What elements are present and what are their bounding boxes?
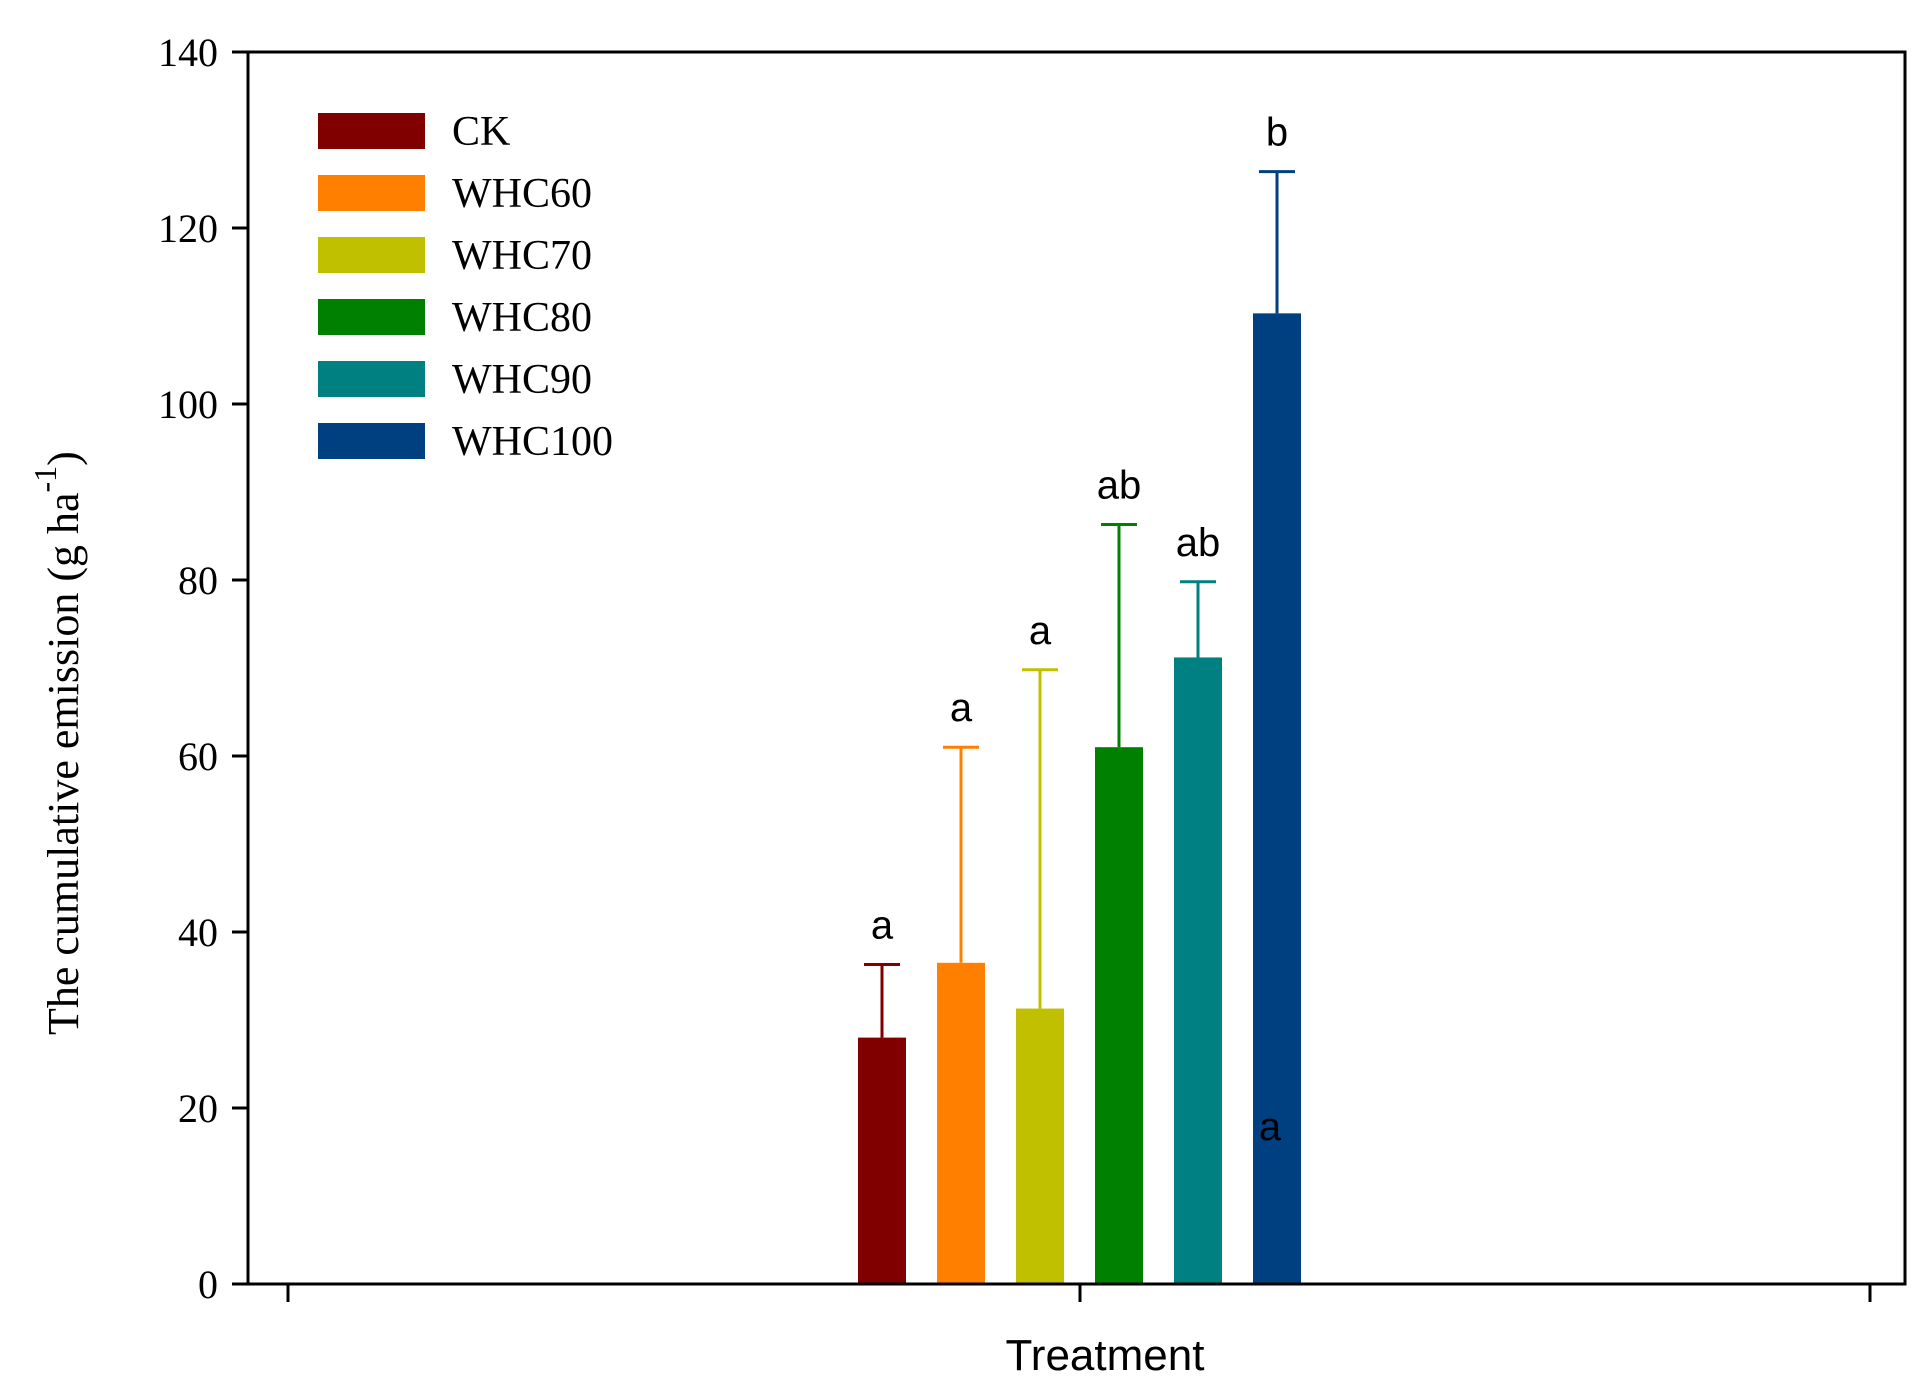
legend-swatch-whc70 bbox=[318, 237, 425, 273]
bar-whc60 bbox=[937, 962, 985, 1284]
annotation-letter: a bbox=[1259, 1105, 1282, 1149]
legend-label-whc80: WHC80 bbox=[452, 295, 592, 341]
legend: CK WHC60 WHC70 WHC80 WHC90 WHC100 bbox=[318, 109, 613, 465]
sig-letter-whc80: ab bbox=[1097, 464, 1142, 508]
legend-swatch-whc90 bbox=[318, 361, 425, 397]
y-tick-label: 0 bbox=[198, 1262, 218, 1307]
bar-whc100 bbox=[1253, 313, 1301, 1284]
legend-swatch-ck bbox=[318, 113, 425, 149]
y-tick-label: 40 bbox=[178, 910, 218, 955]
bar-whc90 bbox=[1174, 657, 1222, 1284]
legend-label-whc100: WHC100 bbox=[452, 419, 613, 465]
y-axis-title: The cumulative emission (g ha-1) bbox=[27, 451, 88, 1035]
sig-letter-ck: a bbox=[871, 904, 894, 948]
legend-label-whc90: WHC90 bbox=[452, 357, 592, 403]
y-tick-label: 20 bbox=[178, 1086, 218, 1131]
legend-label-whc60: WHC60 bbox=[452, 171, 592, 217]
legend-swatch-whc60 bbox=[318, 175, 425, 211]
bar-whc80 bbox=[1095, 747, 1143, 1284]
bar-whc70 bbox=[1016, 1008, 1064, 1284]
y-tick-label: 140 bbox=[158, 30, 218, 75]
y-tick-label: 60 bbox=[178, 734, 218, 779]
legend-swatch-whc100 bbox=[318, 423, 425, 459]
y-tick-label: 80 bbox=[178, 558, 218, 603]
x-axis bbox=[286, 1284, 1872, 1302]
legend-swatch-whc80 bbox=[318, 299, 425, 335]
legend-label-ck: CK bbox=[452, 109, 510, 155]
y-axis: 0 20 40 60 80 100 120 140 bbox=[158, 30, 248, 1307]
y-tick-label: 120 bbox=[158, 206, 218, 251]
sig-letter-whc100: b bbox=[1266, 111, 1288, 155]
error-bars bbox=[864, 170, 1295, 1038]
bar-series bbox=[858, 313, 1301, 1284]
x-axis-title: Treatment bbox=[1006, 1331, 1205, 1380]
bar-ck bbox=[858, 1037, 906, 1284]
y-tick-label: 100 bbox=[158, 382, 218, 427]
sig-letter-whc60: a bbox=[950, 686, 973, 730]
legend-label-whc70: WHC70 bbox=[452, 233, 592, 279]
plot-frame bbox=[246, 50, 1907, 1286]
sig-letter-whc90: ab bbox=[1176, 521, 1221, 565]
sig-letter-whc70: a bbox=[1029, 609, 1052, 653]
